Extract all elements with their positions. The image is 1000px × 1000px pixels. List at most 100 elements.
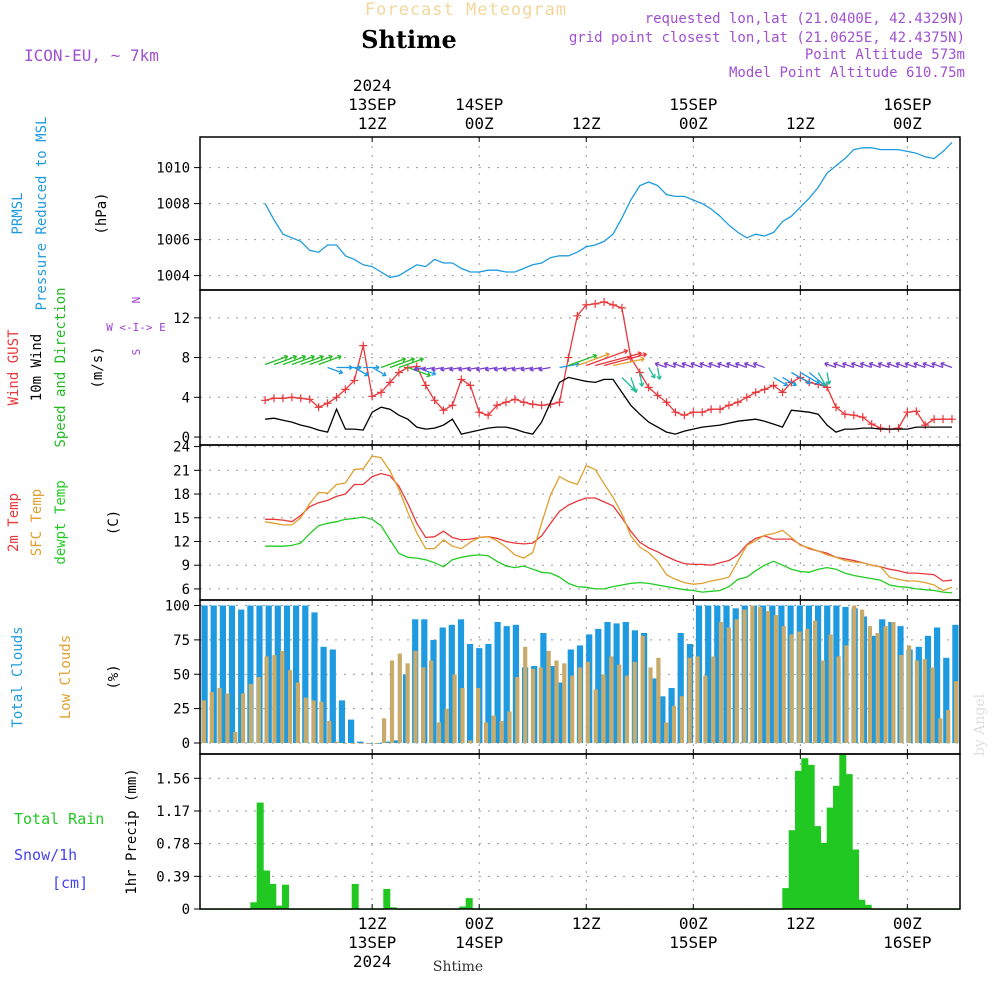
bar-total-clouds bbox=[311, 612, 318, 743]
bar-low-clouds bbox=[413, 650, 418, 743]
bar-low-clouds bbox=[601, 674, 606, 744]
bar-low-clouds bbox=[507, 711, 512, 743]
gust-marker bbox=[430, 396, 439, 405]
bar-low-clouds bbox=[397, 653, 402, 743]
bottom-time-label: 12Z bbox=[786, 914, 815, 933]
wind-arrow-head bbox=[422, 366, 427, 372]
y-tick-label: 9 bbox=[182, 558, 190, 574]
wind-arrow-head bbox=[663, 361, 669, 367]
wind-arrow bbox=[639, 372, 643, 387]
bar-total-clouds bbox=[549, 666, 556, 743]
wind-arrow bbox=[431, 366, 444, 371]
panel-frame bbox=[199, 753, 961, 910]
wind-arrow-head bbox=[310, 354, 315, 360]
bar-low-clouds bbox=[875, 633, 880, 743]
bar-total-clouds bbox=[778, 605, 785, 743]
wind-arrow-head bbox=[642, 352, 648, 358]
wind-arrow-head bbox=[654, 361, 660, 368]
wind-arrow bbox=[672, 362, 685, 369]
wind-arrow-head bbox=[877, 361, 883, 367]
bar-low-clouds bbox=[460, 688, 465, 743]
wind-arrow bbox=[407, 366, 431, 377]
bar-total-rain bbox=[389, 907, 397, 909]
bar-low-clouds bbox=[609, 656, 614, 743]
wind-arrow-head bbox=[401, 357, 407, 363]
bar-total-clouds bbox=[815, 605, 822, 743]
wind-arrow bbox=[380, 357, 406, 369]
gust-marker bbox=[332, 393, 341, 402]
bar-low-clouds bbox=[241, 693, 246, 743]
y-axis-label: SFC Temp bbox=[29, 489, 45, 556]
wind-arrow bbox=[264, 355, 288, 366]
gust-marker bbox=[519, 398, 528, 407]
wind-arrow-head bbox=[842, 361, 847, 367]
y-axis-label: dewpt Temp bbox=[53, 480, 69, 564]
gust-marker bbox=[832, 403, 841, 412]
bar-low-clouds bbox=[546, 650, 551, 743]
bar-low-clouds bbox=[288, 670, 293, 743]
bar-low-clouds bbox=[711, 656, 716, 743]
wind-arrow bbox=[878, 362, 890, 369]
y-axis-label: Pressure Reduced to MSL bbox=[34, 117, 50, 311]
bar-low-clouds bbox=[570, 675, 575, 743]
gust-marker bbox=[501, 398, 510, 407]
bar-low-clouds bbox=[225, 693, 230, 743]
bottom-time-label: 13SEP bbox=[348, 933, 396, 952]
bar-low-clouds bbox=[523, 646, 528, 744]
gust-marker bbox=[386, 378, 394, 387]
bottom-time-label: 00Z bbox=[679, 914, 708, 933]
bar-low-clouds bbox=[530, 668, 536, 744]
wind-arrow-head bbox=[529, 366, 534, 372]
bar-total-rain bbox=[858, 899, 866, 909]
bar-low-clouds bbox=[758, 606, 763, 743]
gust-marker bbox=[314, 403, 323, 412]
wind-arrow bbox=[782, 376, 797, 386]
gust-marker bbox=[921, 421, 930, 430]
gust-marker bbox=[609, 300, 618, 309]
bar-low-clouds bbox=[444, 708, 449, 743]
bar-total-clouds bbox=[293, 605, 300, 743]
wind-arrow-head bbox=[319, 354, 324, 360]
bar-low-clouds bbox=[201, 700, 206, 743]
bar-low-clouds bbox=[585, 661, 590, 743]
bar-total-clouds bbox=[238, 609, 245, 743]
wind-arrow-head bbox=[717, 361, 722, 367]
gust-marker bbox=[930, 415, 939, 424]
bar-low-clouds bbox=[820, 660, 825, 743]
bar-low-clouds bbox=[562, 663, 567, 744]
gust-marker bbox=[466, 381, 475, 390]
bar-total-clouds bbox=[375, 743, 382, 744]
bar-low-clouds bbox=[805, 628, 810, 743]
bar-total-clouds bbox=[705, 605, 712, 743]
y-tick-label: 0 bbox=[182, 430, 190, 446]
bar-low-clouds bbox=[867, 626, 872, 743]
wind-arrow-head bbox=[632, 388, 638, 394]
wind-arrow bbox=[681, 362, 694, 369]
gust-marker bbox=[296, 394, 305, 403]
bar-total-rain bbox=[845, 774, 853, 909]
wind-arrow bbox=[529, 366, 542, 371]
wind-arrow-head bbox=[493, 366, 499, 372]
bar-total-rain bbox=[782, 888, 790, 909]
wind-arrow-head bbox=[301, 354, 307, 360]
bar-low-clouds bbox=[577, 667, 583, 743]
bar-low-clouds bbox=[883, 626, 888, 743]
wind-arrow bbox=[282, 355, 306, 366]
bar-total-clouds bbox=[924, 635, 932, 744]
wind-arrow bbox=[493, 366, 507, 371]
bar-low-clouds bbox=[421, 667, 426, 743]
bar-low-clouds bbox=[350, 743, 355, 744]
gust-marker bbox=[671, 408, 680, 417]
bar-total-clouds bbox=[448, 624, 455, 744]
bar-total-clouds bbox=[210, 605, 217, 743]
bottom-time-label: 15SEP bbox=[669, 933, 717, 952]
bar-total-rain bbox=[839, 754, 847, 909]
bar-low-clouds bbox=[687, 657, 692, 744]
y-axis-units: (hPa) bbox=[94, 192, 110, 234]
y-tick-label: 4 bbox=[182, 390, 190, 406]
gust-marker bbox=[278, 394, 287, 403]
bar-total-clouds bbox=[613, 623, 620, 743]
bar-total-clouds bbox=[439, 627, 446, 743]
bar-low-clouds bbox=[468, 740, 473, 744]
gust-marker bbox=[716, 405, 725, 414]
